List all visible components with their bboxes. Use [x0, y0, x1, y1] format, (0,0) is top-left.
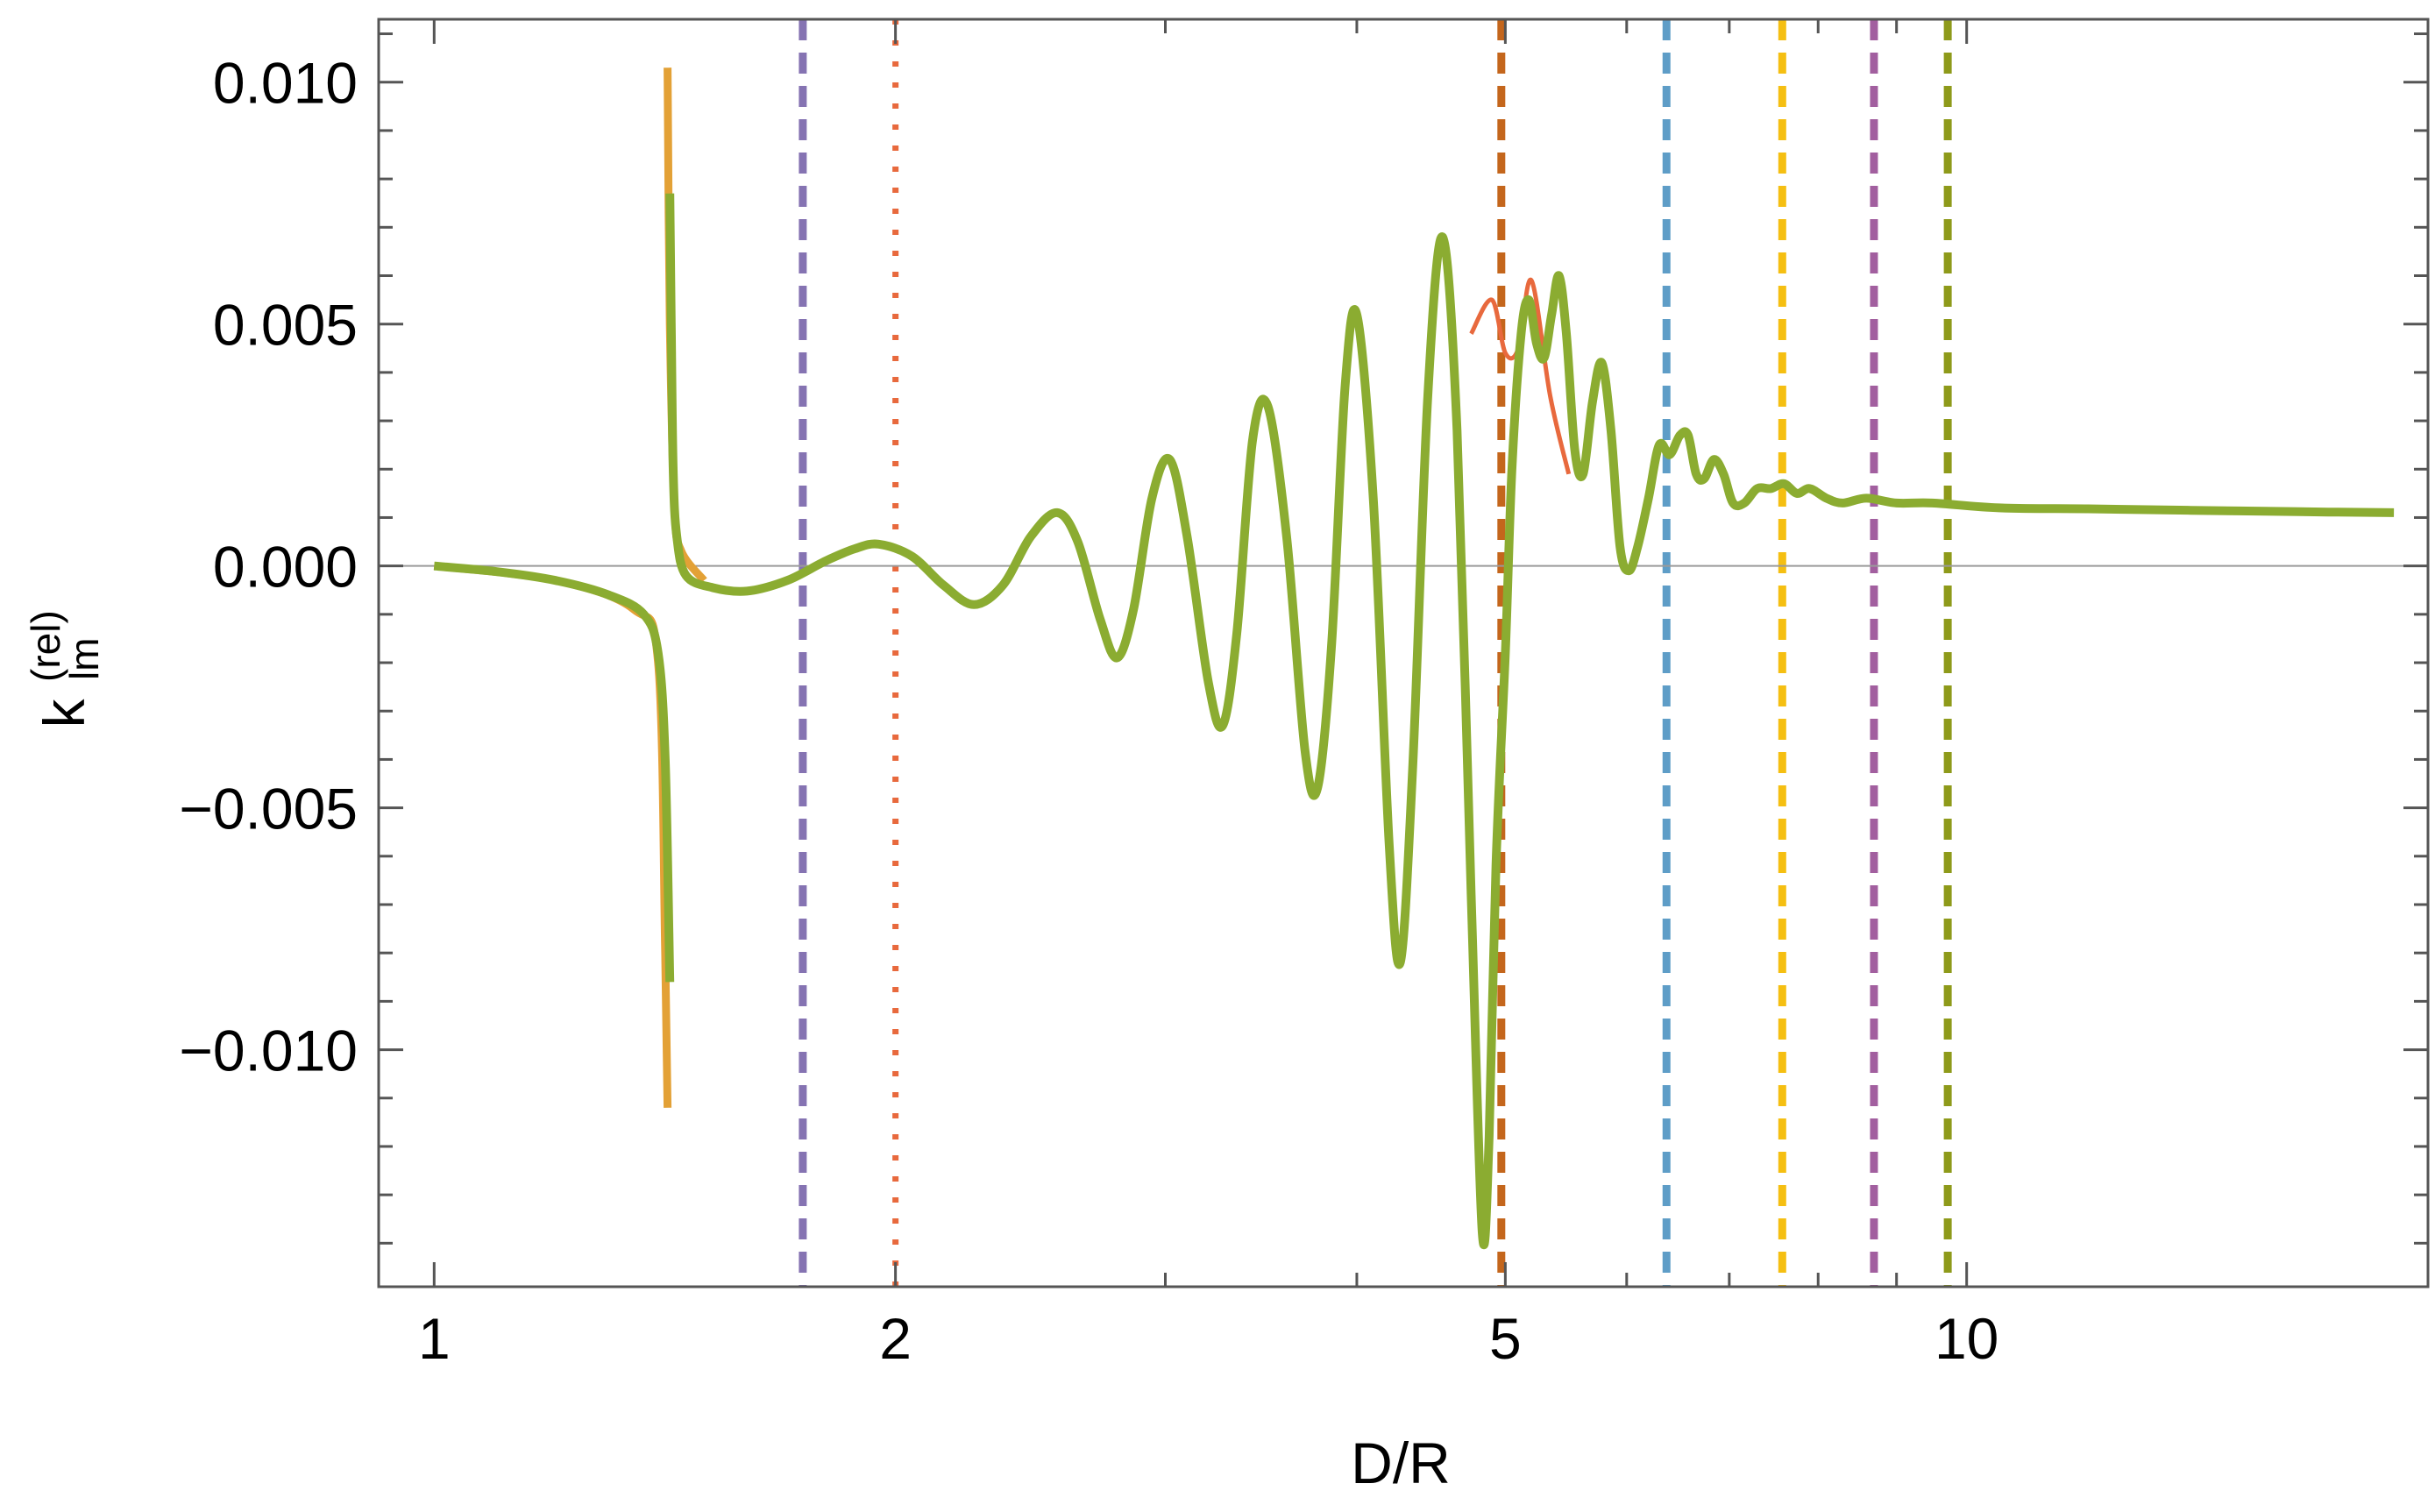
y-tick-label: 0.010: [213, 51, 358, 116]
y-axis-label-superscript: (rel): [23, 610, 68, 682]
series-1-segment-1: [433, 562, 672, 1108]
x-axis-label: D/R: [1351, 1430, 1451, 1495]
x-tick-label: 2: [879, 1306, 912, 1371]
x-tick-label: 5: [1489, 1306, 1522, 1371]
y-tick-label: 0.005: [213, 293, 358, 358]
y-axis-label: k (rel) lm: [23, 610, 107, 728]
plot-frame: [377, 18, 2430, 1288]
y-axis-label-subscript: lm: [61, 637, 107, 680]
x-tick-label: 10: [1935, 1306, 1998, 1371]
series-3-segment-1: [433, 561, 675, 983]
y-tick-label: −0.010: [179, 1019, 358, 1083]
y-tick-label: 0.000: [213, 535, 358, 600]
series-3-segment-2: [665, 193, 2395, 1250]
y-tick-label: −0.005: [179, 777, 358, 841]
plot-frame-rect: [377, 18, 2430, 1288]
axis-ticks: 1 2 5 10 0.010 0.005 0.000 −0.005 −0.010: [179, 19, 2430, 1371]
reference-lines: [799, 19, 1952, 1287]
series-group: [433, 67, 2395, 1250]
axis-labels: D/R k (rel) lm: [23, 610, 1451, 1495]
y-axis-label-base: k: [32, 699, 96, 728]
x-tick-label: 1: [418, 1306, 451, 1371]
